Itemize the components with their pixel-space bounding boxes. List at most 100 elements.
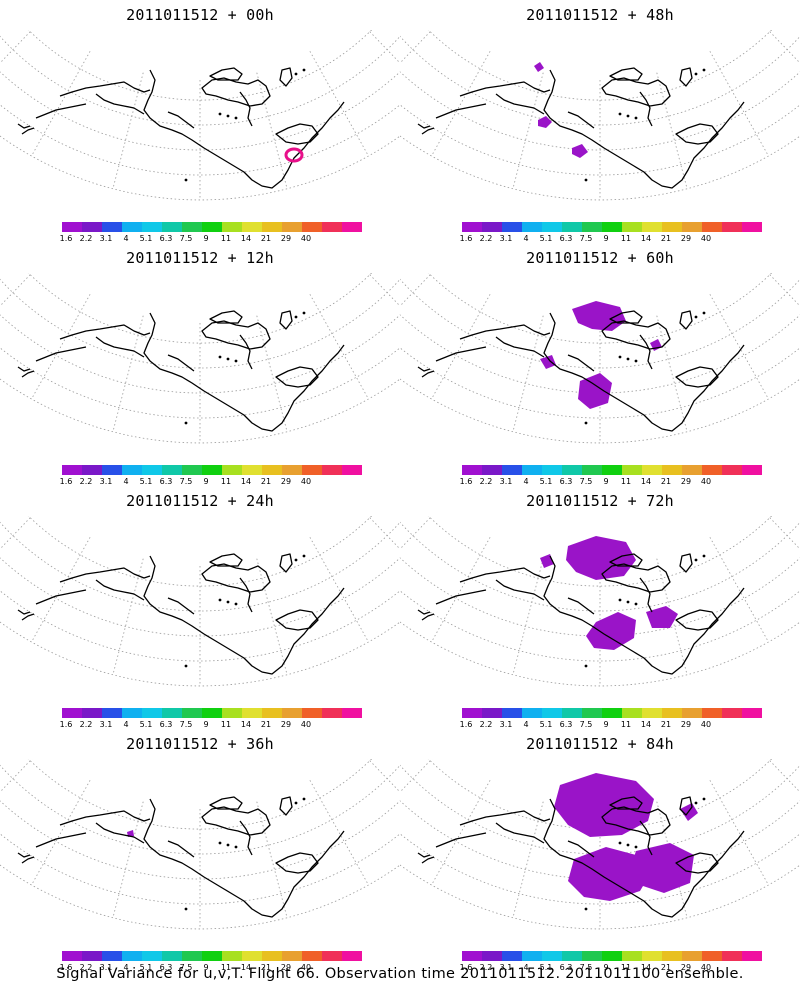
legend-swatch — [242, 222, 262, 232]
meridian-line — [709, 294, 769, 400]
variance-shading — [127, 830, 134, 837]
latitude-circle — [427, 759, 773, 830]
latitude-circle — [427, 30, 773, 101]
meridian-line — [367, 759, 400, 793]
legend-swatch — [642, 951, 662, 961]
legend-swatch — [542, 222, 562, 232]
island — [626, 114, 630, 118]
legend-tick-label: 21 — [660, 720, 672, 729]
island — [634, 359, 638, 363]
legend-tick-label: 6.3 — [159, 963, 173, 972]
legend-swatch — [182, 222, 202, 232]
legend-swatch — [82, 708, 102, 718]
coastline — [143, 69, 345, 189]
island — [694, 558, 698, 562]
coastline — [435, 589, 487, 605]
coastline — [35, 589, 87, 605]
panel-title: 2011011512 + 00h — [126, 6, 274, 24]
legend-tick-label: 6.3 — [159, 720, 173, 729]
coastline — [95, 93, 145, 115]
legend-swatch — [162, 708, 182, 718]
coastline — [601, 320, 671, 350]
island — [634, 116, 638, 120]
legend-tick-label: 1.6 — [59, 963, 73, 972]
legend-swatch — [122, 708, 142, 718]
legend-tick-label: 11 — [620, 720, 632, 729]
legend-tick-label: 40 — [700, 477, 712, 486]
coastline — [239, 577, 253, 613]
map-panel-60h: 2011011512 + 60h 1.6 2.2 3.1 4 5.1 6.3 7.5 9 11 1… — [400, 243, 800, 486]
island — [218, 598, 222, 602]
legend-tick-label: 9 — [603, 477, 609, 486]
variance-region — [646, 606, 678, 628]
coastline — [675, 123, 719, 145]
coastline — [143, 798, 345, 918]
coastline — [167, 354, 195, 372]
legend-swatch — [82, 222, 102, 232]
legend-tick-label: 1.6 — [59, 720, 73, 729]
legend-tick-label: 11 — [620, 234, 632, 243]
legend-swatch — [502, 465, 522, 475]
legend-swatch — [282, 465, 302, 475]
legend-ticks: 1.6 2.2 3.1 4 5.1 6.3 7.5 9 11 14 21 29 40 — [460, 963, 762, 975]
legend-swatch — [742, 708, 762, 718]
legend-tick-label: 14 — [240, 720, 252, 729]
coastline — [21, 127, 35, 135]
coastline — [459, 810, 551, 826]
variance-shading — [540, 301, 662, 409]
island — [618, 598, 622, 602]
coastline — [17, 366, 31, 372]
coastline — [417, 366, 431, 372]
meridian-line — [0, 273, 8, 278]
legend-swatch — [722, 951, 742, 961]
legend-tick-label: 5.1 — [539, 720, 553, 729]
color-legend: 1.6 2.2 3.1 4 5.1 6.3 7.5 9 11 14 21 29 40 — [459, 708, 762, 732]
coastline — [239, 334, 253, 370]
coastline — [417, 123, 431, 129]
coastline — [543, 798, 745, 918]
coastline — [209, 553, 243, 567]
coastline — [17, 123, 31, 129]
coastline — [275, 366, 319, 388]
coastline — [601, 563, 671, 593]
legend-swatch — [622, 951, 642, 961]
map-panel-24h: 2011011512 + 24h 1.6 2.2 3.1 4 5.1 6.3 7.5 9 11 1… — [0, 486, 400, 729]
legend-swatch — [482, 222, 502, 232]
legend-tick-label: 9 — [203, 720, 209, 729]
legend-swatch — [482, 708, 502, 718]
legend-tick-label: 7.5 — [579, 963, 593, 972]
legend-tick-label: 3.1 — [499, 234, 513, 243]
polar-map — [0, 516, 400, 687]
coastline — [679, 796, 693, 816]
meridian-line — [0, 30, 8, 35]
coastline — [275, 123, 319, 145]
legend-swatch — [582, 465, 602, 475]
legend-tick-label: 3.1 — [99, 720, 113, 729]
legend-swatch — [122, 951, 142, 961]
latitude-circle — [0, 800, 400, 880]
legend-swatch — [502, 222, 522, 232]
meridian-line — [709, 51, 769, 157]
legend-swatch — [562, 951, 582, 961]
coastline — [209, 796, 243, 810]
coastline — [495, 336, 545, 358]
legend-swatch — [702, 222, 722, 232]
legend-tick-label: 1.6 — [459, 720, 473, 729]
legend-tick-label: 29 — [280, 234, 292, 243]
variance-region — [538, 116, 552, 128]
legend-tick-label: 2.2 — [79, 963, 93, 972]
legend-swatch — [542, 951, 562, 961]
island — [584, 907, 588, 911]
coastlines — [417, 796, 745, 918]
coastline — [435, 103, 487, 119]
legend-swatch — [142, 465, 162, 475]
island — [702, 797, 706, 801]
coastline — [21, 856, 35, 864]
legend-swatch — [722, 222, 742, 232]
meridian-line — [767, 30, 800, 64]
latitude-circle — [0, 864, 400, 930]
legend-swatch — [222, 951, 242, 961]
coastline — [421, 856, 435, 864]
island — [302, 797, 306, 801]
coastline — [543, 312, 745, 432]
